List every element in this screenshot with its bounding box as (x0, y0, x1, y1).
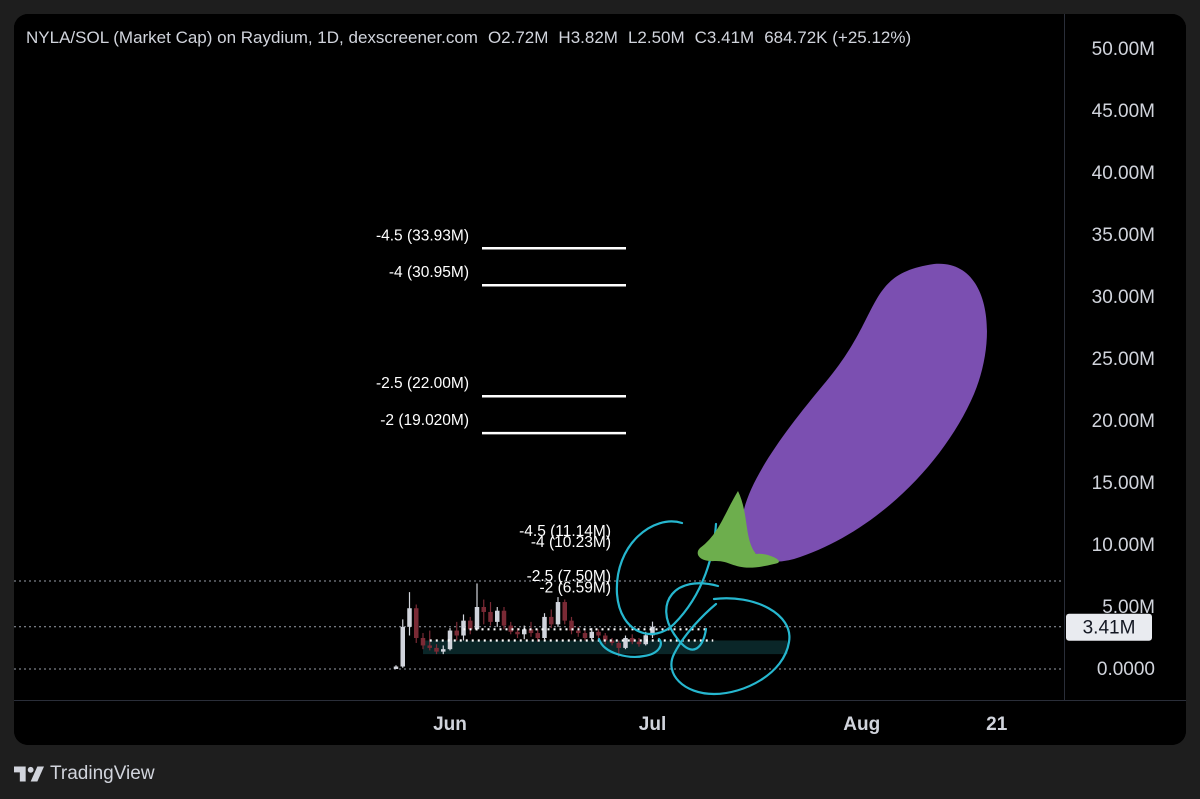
candle-body (562, 602, 567, 621)
y-tick-label: 20.00M (1092, 411, 1155, 432)
candle-body (528, 629, 534, 634)
y-tick-label: 35.00M (1092, 225, 1155, 246)
fib-level-label: -2.5 (7.50M) (527, 568, 611, 585)
y-tick-label: 0.0000 (1097, 659, 1155, 680)
candle-body (549, 616, 554, 625)
candle-body (609, 640, 615, 643)
candle-body (495, 610, 500, 622)
y-tick-label: 5.00M (1102, 597, 1155, 618)
tradingview-brand: TradingView (50, 763, 155, 784)
candle-body (393, 666, 399, 669)
candle-body (474, 607, 480, 630)
chart-background (14, 14, 1186, 745)
ohlc-open: O2.72M (487, 28, 549, 47)
candle-body (589, 631, 594, 638)
last-price-badge (1066, 613, 1152, 641)
hand-drawn-loop (597, 637, 662, 658)
y-tick-label: 15.00M (1092, 473, 1155, 494)
candle-body (441, 649, 446, 652)
fib-level-label: -2 (6.59M) (540, 579, 612, 596)
candle-body (447, 630, 453, 650)
candle-body (535, 633, 540, 638)
tradingview-footer[interactable]: TradingView (14, 760, 155, 788)
ohlc-close: C3.41M (694, 28, 755, 47)
candle-body (427, 645, 432, 648)
candle-body (630, 638, 635, 642)
candle-body (616, 642, 621, 648)
x-tick-label: Jun (433, 714, 467, 735)
x-tick-label: Aug (843, 714, 880, 735)
candle-body (603, 635, 608, 641)
candle-body (400, 626, 405, 667)
y-tick-label: 25.00M (1092, 349, 1155, 370)
candle-body (407, 608, 412, 627)
candle-body (555, 602, 561, 625)
x-tick-label: 21 (986, 714, 1008, 735)
candle-body (434, 647, 439, 652)
candle-body (420, 638, 426, 646)
x-tick-label: Jul (639, 714, 666, 735)
candle-body (515, 631, 520, 635)
candle-body (522, 629, 527, 635)
candle-body (508, 625, 513, 632)
candle-body (623, 638, 628, 648)
chart-panel[interactable]: -4.5 (33.93M) -4 (30.95M) -2.5 (22.00M) -2 … (14, 14, 1186, 745)
candle-body (468, 620, 473, 630)
candle-body (454, 630, 459, 636)
hand-drawn-loop (665, 582, 720, 651)
candle-body (650, 626, 655, 636)
ohlc-high: H3.82M (558, 28, 618, 47)
chart-canvas[interactable]: -4.5 (33.93M) -4 (30.95M) -2.5 (22.00M) -2 … (14, 14, 1186, 745)
fib-level-label: -4 (30.95M) (389, 264, 469, 281)
fib-level-label: -2 (19.020M) (380, 412, 469, 429)
hand-drawn-loop (615, 520, 718, 636)
candle-body (576, 630, 581, 634)
price-change: 684.72K (+25.12%) (764, 28, 912, 47)
candle-body (488, 611, 493, 622)
hand-drawn-loop (670, 597, 791, 696)
y-tick-label: 30.00M (1092, 287, 1155, 308)
fib-level-label: -4 (10.23M) (531, 534, 611, 551)
symbol-title: NYLA/SOL (Market Cap) on Raydium, 1D, de… (26, 28, 478, 47)
fib-level-label: -4.5 (11.14M) (519, 523, 611, 540)
y-tick-label: 40.00M (1092, 163, 1155, 184)
candle-body (414, 608, 419, 638)
ohlc-low: L2.50M (627, 28, 685, 47)
candle-body (636, 641, 642, 645)
fib-level-label: -2.5 (22.00M) (376, 375, 469, 392)
tradingview-logo-icon (14, 766, 44, 782)
y-tick-label: 10.00M (1092, 535, 1155, 556)
candle-body (542, 616, 547, 638)
candle-body (582, 633, 588, 638)
eggplant-stem (697, 491, 779, 568)
candle-body (569, 620, 574, 631)
fib-level-label: -4.5 (33.93M) (376, 227, 469, 244)
candle-body (481, 607, 486, 612)
chart-header: NYLA/SOL (Market Cap) on Raydium, 1D, de… (26, 28, 921, 48)
candle-body (501, 610, 507, 626)
eggplant-drawing (741, 263, 987, 562)
y-tick-label: 50.00M (1092, 39, 1155, 60)
candle-body (596, 631, 601, 636)
last-price-label: 3.41M (1083, 618, 1136, 639)
y-tick-label: 45.00M (1092, 101, 1155, 122)
candle-body (461, 620, 466, 636)
